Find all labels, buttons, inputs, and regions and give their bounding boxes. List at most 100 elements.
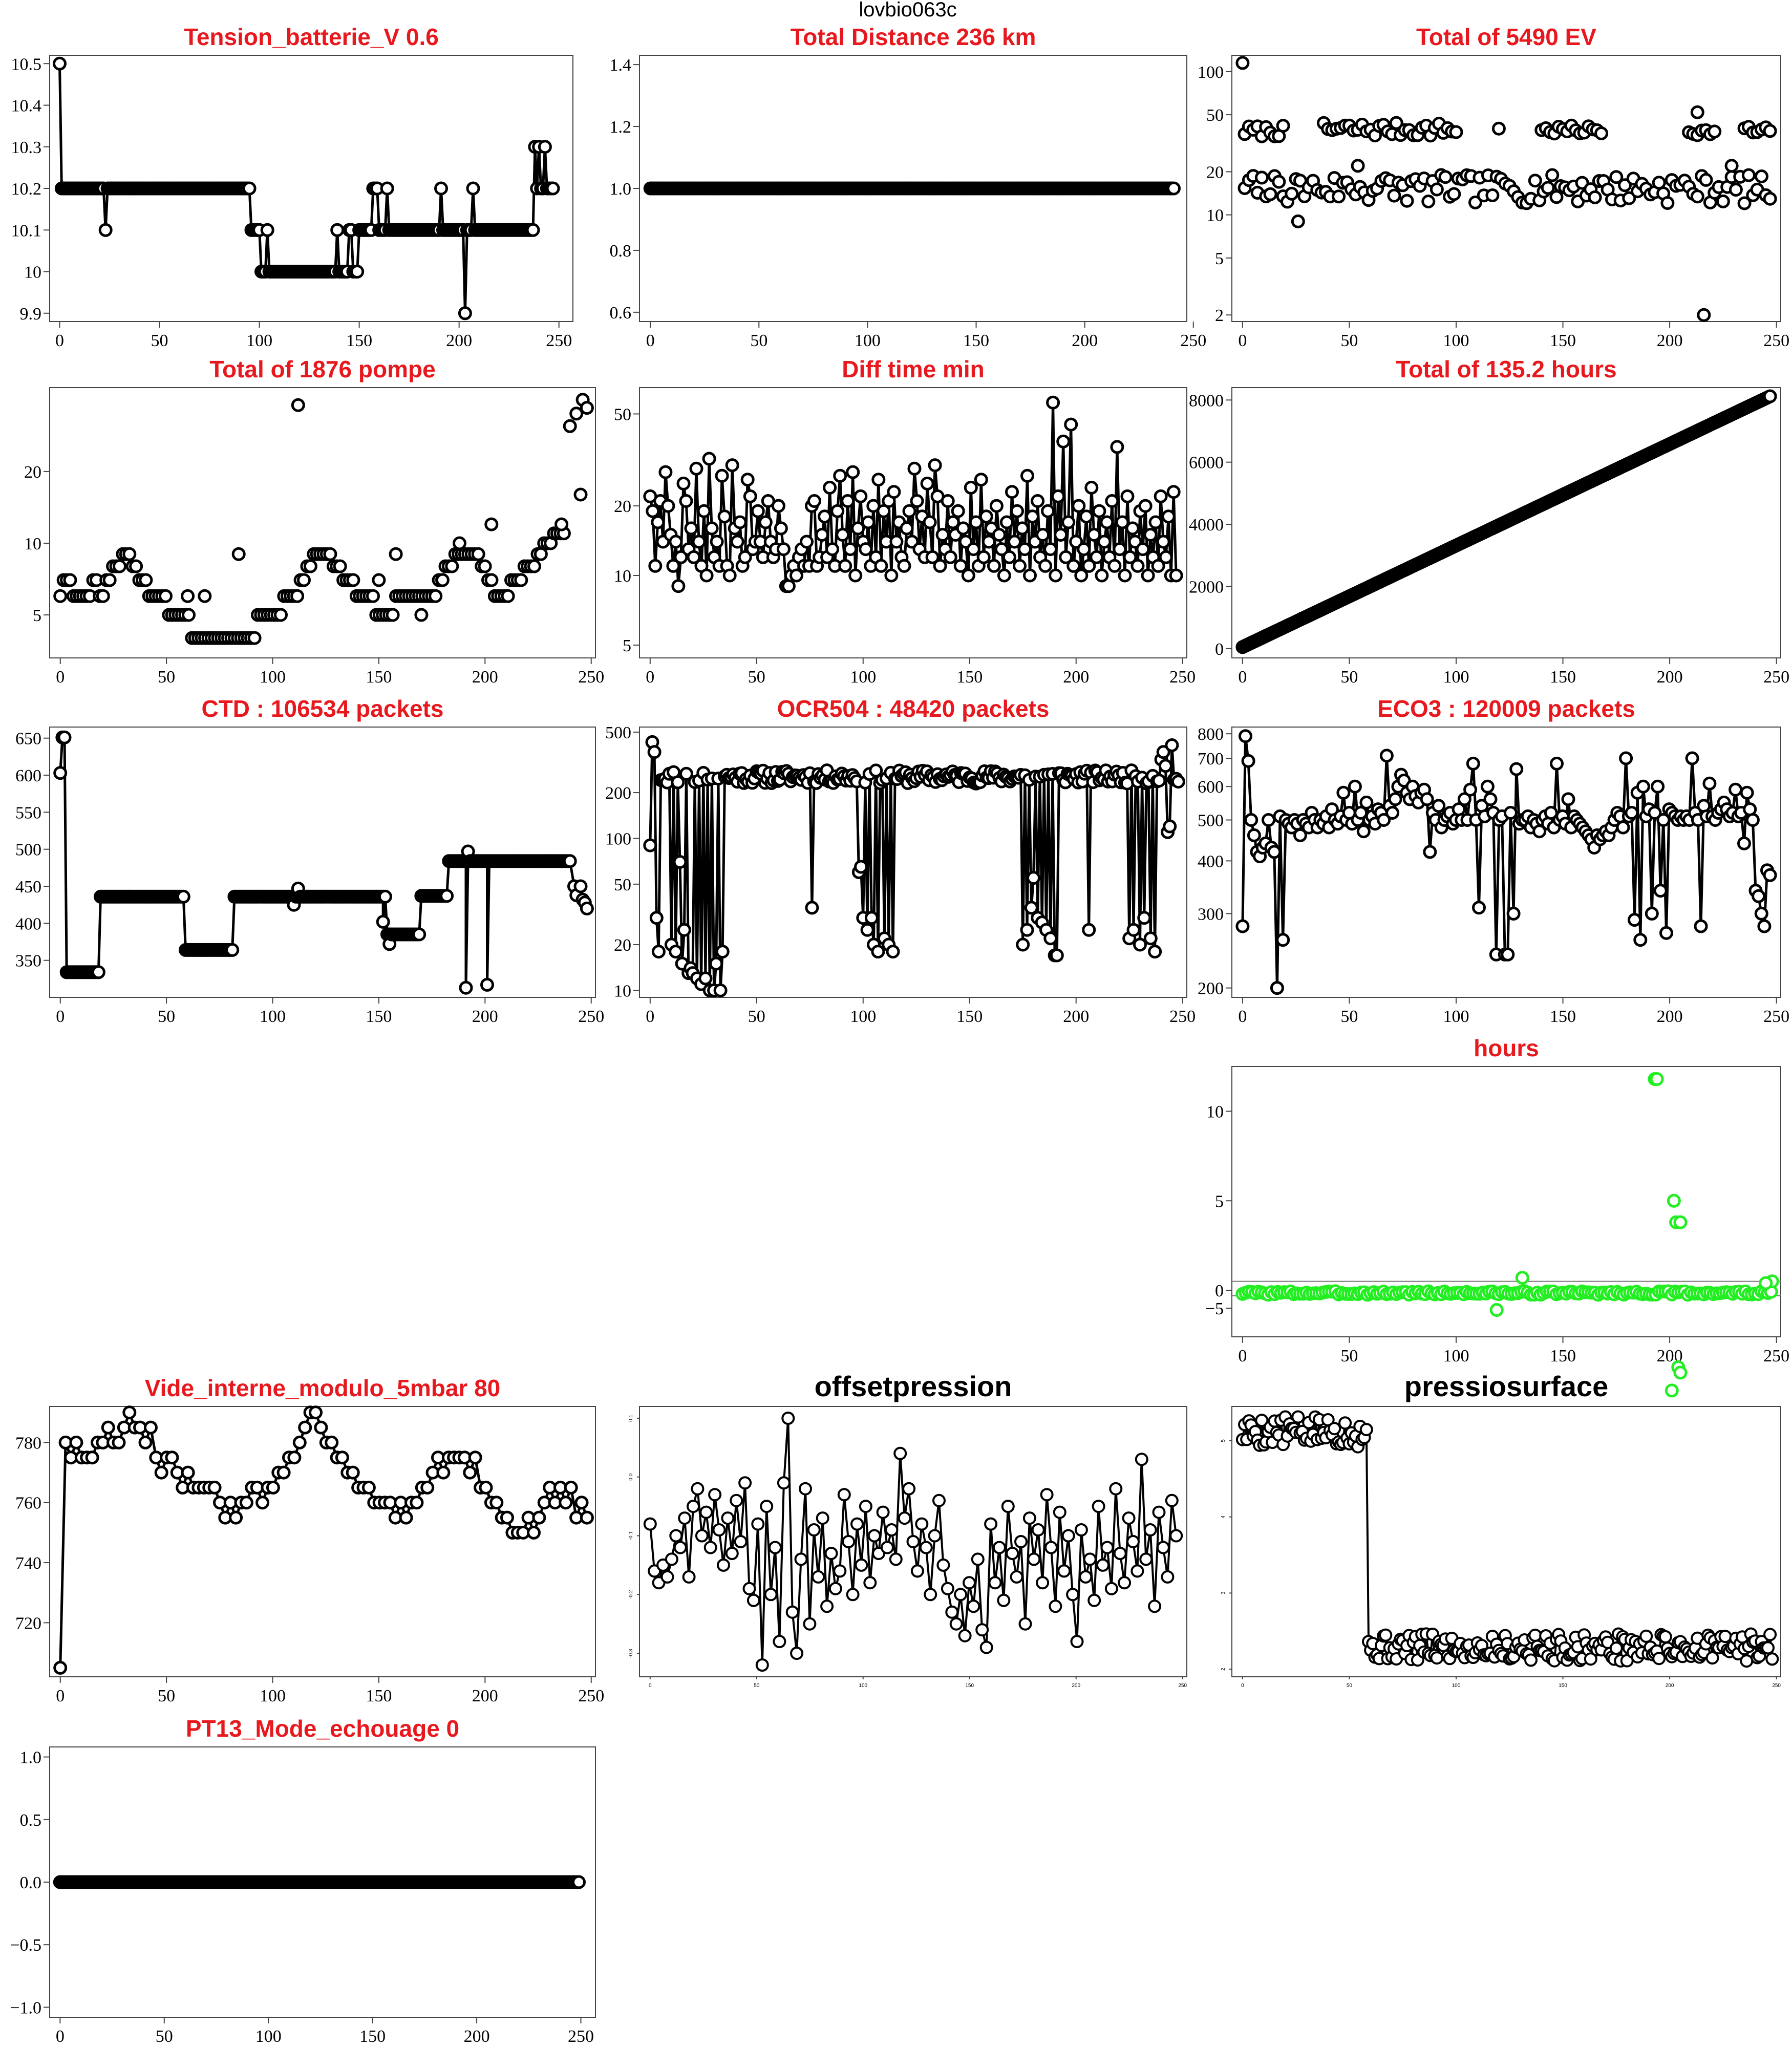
data-point xyxy=(1137,911,1151,925)
y-tick-label: 4 xyxy=(1221,1515,1226,1518)
data-point xyxy=(63,573,77,587)
data-point xyxy=(919,1541,933,1554)
data-point xyxy=(715,945,730,959)
data-point xyxy=(751,1517,765,1531)
y-tick-label: 0 xyxy=(1215,1282,1224,1300)
panel-distance: Total Distance 236 km 0 50 100 150 200 250 0.6 0… xyxy=(610,24,1207,350)
data-point xyxy=(884,568,899,583)
x-tick-label: 150 xyxy=(963,331,989,350)
data-point xyxy=(559,1496,573,1510)
data-point xyxy=(1130,1564,1144,1578)
data-point xyxy=(366,589,380,603)
y-tick-label: 10 xyxy=(614,567,631,586)
data-point xyxy=(790,568,803,583)
data-point xyxy=(1169,568,1183,583)
data-point xyxy=(777,1476,791,1490)
data-point xyxy=(1653,884,1668,898)
y-tick-label: 10.1 xyxy=(11,221,42,240)
data-point xyxy=(1090,550,1104,564)
data-point xyxy=(830,504,845,518)
data-point xyxy=(1082,559,1096,573)
data-point xyxy=(864,911,879,925)
data-point xyxy=(1115,515,1129,529)
panel-title: offsetpression xyxy=(815,1370,1012,1402)
panel-hours_total: Total of 135.2 hours 0 50 100 150 200 250 0 2000… xyxy=(1189,356,1789,687)
data-point xyxy=(303,559,317,573)
data-point xyxy=(861,515,876,529)
data-point xyxy=(1016,937,1030,952)
data-point xyxy=(330,223,345,237)
data-point xyxy=(53,589,68,603)
data-point xyxy=(963,1576,976,1590)
data-marks xyxy=(1235,1410,1779,1668)
data-point xyxy=(1043,542,1058,557)
x-tick-label: 0 xyxy=(55,331,64,350)
x-tick-label: 50 xyxy=(748,668,765,687)
data-point xyxy=(869,763,883,778)
x-tick-label: 150 xyxy=(366,1687,392,1705)
y-tick-label: −0.5 xyxy=(10,1936,41,1955)
data-point xyxy=(1113,1547,1127,1560)
data-point xyxy=(1699,173,1713,187)
data-point xyxy=(1761,1641,1775,1655)
data-point xyxy=(833,468,847,483)
data-point xyxy=(1165,738,1179,752)
x-tick-label: 0 xyxy=(56,668,65,687)
data-point xyxy=(1550,756,1564,771)
data-point xyxy=(738,550,752,564)
y-tick-label: 1.4 xyxy=(610,56,632,75)
data-point xyxy=(722,568,737,583)
data-point xyxy=(1648,806,1662,820)
x-tick-label: 100 xyxy=(260,668,286,687)
x-tick-label: 250 xyxy=(1178,1683,1187,1689)
data-point xyxy=(1031,1523,1045,1537)
data-point xyxy=(1043,931,1058,946)
y-tick-label: 450 xyxy=(15,878,41,897)
data-point xyxy=(1690,189,1704,204)
data-point xyxy=(1263,187,1277,201)
data-point xyxy=(746,1593,760,1607)
x-tick-label: 250 xyxy=(1772,1683,1781,1689)
data-point xyxy=(569,407,584,421)
data-point xyxy=(1665,1383,1679,1398)
data-point xyxy=(703,1541,717,1554)
data-point xyxy=(573,487,588,502)
data-point xyxy=(755,1658,769,1672)
data-point xyxy=(923,515,937,529)
data-point xyxy=(910,1564,924,1578)
data-point xyxy=(287,1450,302,1465)
x-tick-label: 150 xyxy=(1550,1007,1576,1026)
data-point xyxy=(112,1435,126,1449)
data-point xyxy=(1057,1564,1071,1578)
data-point xyxy=(480,977,494,992)
data-point xyxy=(1130,559,1145,573)
data-point xyxy=(854,489,868,503)
data-point xyxy=(1041,504,1055,518)
data-point xyxy=(563,854,577,868)
data-point xyxy=(988,1576,1002,1590)
data-point xyxy=(1729,183,1743,197)
data-point xyxy=(999,515,1014,529)
plot-frame xyxy=(639,387,1187,658)
data-point xyxy=(1447,187,1461,201)
x-tick-label: 50 xyxy=(1340,1347,1358,1366)
data-point xyxy=(1697,308,1711,322)
x-tick-label: 250 xyxy=(578,668,604,687)
data-point xyxy=(705,521,719,536)
plot-frame xyxy=(49,727,596,998)
data-point xyxy=(687,550,701,564)
data-point xyxy=(1036,528,1050,542)
data-point xyxy=(1161,509,1176,524)
panel-ocr504: OCR504 : 48420 packets 0 50 100 150 200 250 10 2… xyxy=(605,695,1196,1026)
data-point xyxy=(1156,745,1170,759)
data-point xyxy=(678,1511,692,1525)
data-point xyxy=(902,504,916,518)
data-point xyxy=(1010,504,1024,518)
data-point xyxy=(906,1535,920,1548)
data-point xyxy=(1628,913,1641,927)
data-point xyxy=(974,473,988,487)
data-point xyxy=(1056,434,1071,449)
data-point xyxy=(1148,1599,1162,1613)
data-point xyxy=(436,1465,451,1480)
panel-ctd: CTD : 106534 packets 0 50 100 150 200 250 350 40… xyxy=(15,695,604,1026)
